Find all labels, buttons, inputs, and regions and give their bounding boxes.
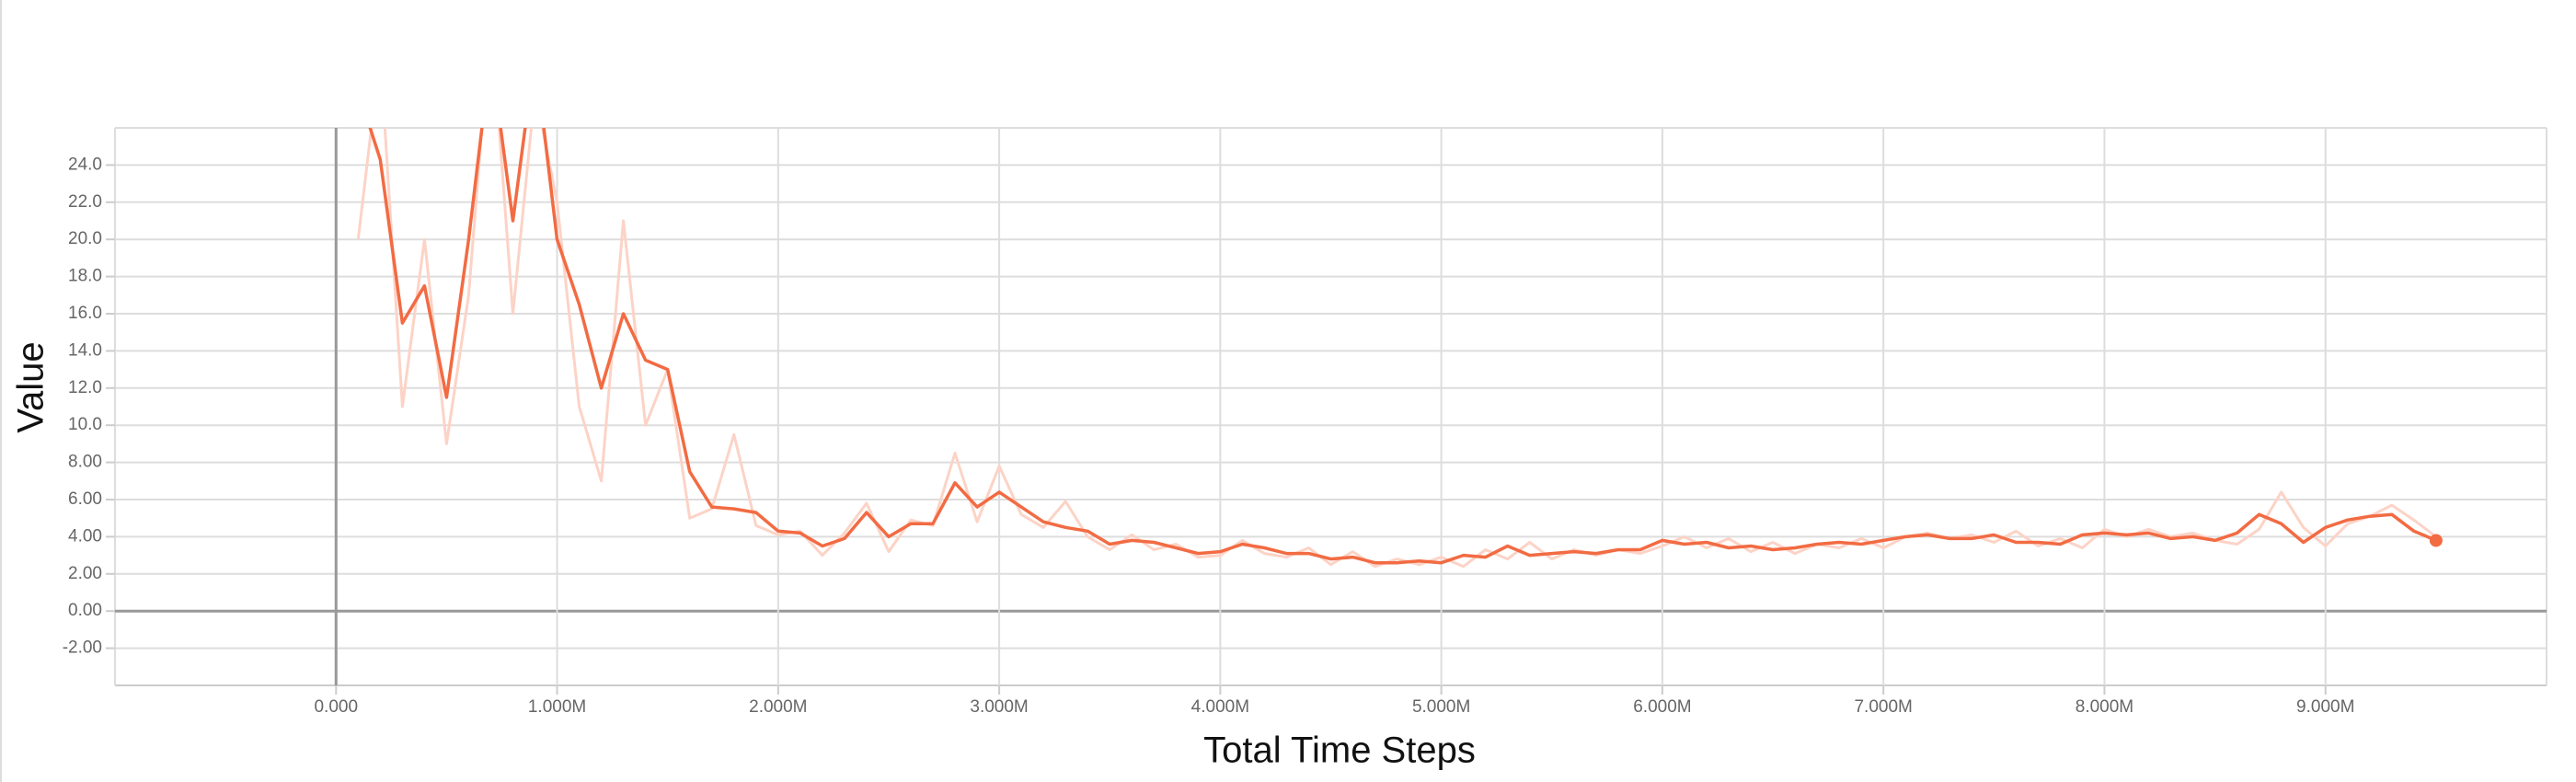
y-tick-label: 0.00 xyxy=(68,601,102,620)
series-line xyxy=(368,128,2437,565)
x-tick-label: 6.000M xyxy=(1633,697,1691,717)
x-axis-title: Total Time Steps xyxy=(1203,730,1476,771)
grid: -2.00 0.00 2.00 4.00 6.00 8.00 10.0 12.0 14.0 16.… xyxy=(63,127,2547,717)
y-tick-label: 2.00 xyxy=(68,564,102,583)
x-tick-label: 1.000M xyxy=(528,697,586,717)
y-axis-title: Value xyxy=(11,341,52,432)
x-tick-label: 2.000M xyxy=(749,697,807,717)
y-tick-label: 24.0 xyxy=(68,155,102,174)
y-tick-label: -2.00 xyxy=(63,638,102,658)
y-tick-label: 10.0 xyxy=(68,415,102,434)
y-tick-label: 14.0 xyxy=(68,340,102,360)
end-point xyxy=(2429,534,2443,547)
y-tick-label: 16.0 xyxy=(68,304,102,323)
y-tick-label: 8.00 xyxy=(68,453,102,472)
y-tick-label: 6.00 xyxy=(68,489,102,509)
y-tick-label: 20.0 xyxy=(68,229,102,248)
y-tick-label: 4.00 xyxy=(68,526,102,546)
x-tick-label: 4.000M xyxy=(1191,697,1249,717)
plot-area xyxy=(356,128,2443,569)
x-tick-label: 3.000M xyxy=(970,697,1028,717)
x-tick-label: 0.000 xyxy=(314,697,358,717)
y-tick-label: 12.0 xyxy=(68,378,102,397)
x-tick-label: 5.000M xyxy=(1412,697,1470,717)
x-tick-label: 7.000M xyxy=(1854,697,1912,717)
series-line xyxy=(356,128,2437,569)
x-tick-label: 8.000M xyxy=(2076,697,2133,717)
y-tick-label: 22.0 xyxy=(68,192,102,212)
y-tick-label: 18.0 xyxy=(68,267,102,286)
x-tick-label: 9.000M xyxy=(2296,697,2354,717)
